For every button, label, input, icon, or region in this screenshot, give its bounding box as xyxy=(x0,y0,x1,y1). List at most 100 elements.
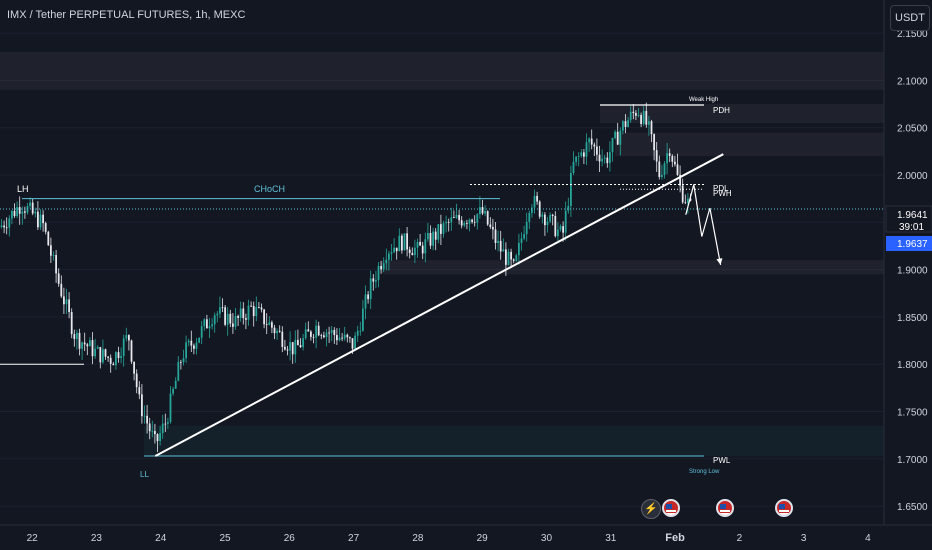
price-zone xyxy=(615,132,884,157)
candle-body xyxy=(330,329,333,333)
candle-body xyxy=(567,205,570,211)
price-axis-panel[interactable] xyxy=(884,0,932,525)
candle-body xyxy=(689,198,692,201)
candle-body xyxy=(356,330,359,336)
candle-body xyxy=(614,131,616,139)
candle-body xyxy=(551,214,554,216)
last-price-tag xyxy=(886,236,932,251)
projection-path[interactable] xyxy=(685,184,722,265)
price-zone xyxy=(144,425,884,456)
time-tick-label: 22 xyxy=(27,533,39,544)
label-choch: CHoCH xyxy=(254,184,285,194)
currency-button[interactable]: USDT xyxy=(890,5,930,31)
price-zone xyxy=(380,260,884,275)
time-tick-label: 30 xyxy=(541,533,553,544)
candle-body xyxy=(229,313,232,324)
candle-body xyxy=(668,153,671,156)
time-axis-panel[interactable] xyxy=(0,525,932,550)
candle-body xyxy=(117,352,120,359)
candle-body xyxy=(471,219,473,222)
candle-body xyxy=(109,357,112,364)
candle-body xyxy=(518,242,520,256)
candle-body xyxy=(629,111,632,121)
candle-body xyxy=(135,373,138,388)
candle-body xyxy=(91,340,94,357)
candle-body xyxy=(408,249,411,254)
candle-body xyxy=(632,111,635,113)
candle-body xyxy=(73,334,76,339)
candle-body xyxy=(624,121,627,127)
candle-body xyxy=(489,224,492,227)
candle-body xyxy=(463,222,466,226)
zones xyxy=(0,52,884,456)
label-pdh: PDH xyxy=(713,106,730,115)
candle-body xyxy=(616,131,619,145)
candle-body xyxy=(583,152,585,157)
candle-body xyxy=(440,224,442,234)
last-price: 1.9637 xyxy=(897,239,928,250)
us-flag-icon[interactable] xyxy=(716,499,734,517)
candle-body xyxy=(421,245,424,254)
candle-body xyxy=(89,340,91,347)
us-flag-icon[interactable] xyxy=(662,499,680,517)
candle-body xyxy=(492,226,494,230)
candle-body xyxy=(328,332,330,334)
candle-body xyxy=(676,164,679,175)
candle-body xyxy=(167,421,169,424)
candle-body xyxy=(115,352,117,366)
candle-body xyxy=(94,348,96,357)
lightning-icon[interactable]: ⚡ xyxy=(641,499,661,519)
candle-body xyxy=(8,218,11,228)
trendline[interactable] xyxy=(154,153,724,457)
candle-body xyxy=(320,335,323,337)
candle-body xyxy=(406,233,408,250)
time-tick-label: 3 xyxy=(801,533,807,544)
candle-body xyxy=(531,207,533,213)
candle-body xyxy=(351,338,354,349)
candle-body xyxy=(580,152,583,157)
candle-body xyxy=(473,221,476,223)
candle-body xyxy=(5,227,8,229)
candle-body xyxy=(219,307,221,314)
candle-body xyxy=(39,214,42,228)
candle-body xyxy=(172,388,174,394)
candle-body xyxy=(174,380,177,389)
candle-body xyxy=(414,247,416,256)
candle-body xyxy=(336,335,338,341)
candle-body xyxy=(528,212,531,222)
time-tick-label: Feb xyxy=(665,532,685,544)
candle-body xyxy=(486,211,489,225)
price-tick-label: 1.7500 xyxy=(897,407,928,418)
candle-body xyxy=(294,339,297,355)
candle-body xyxy=(640,115,642,125)
candle-body xyxy=(182,358,185,363)
candle-body xyxy=(661,174,663,177)
us-flag-icon[interactable] xyxy=(775,499,793,517)
candle-body xyxy=(237,316,239,318)
candle-body xyxy=(520,238,523,243)
candle-body xyxy=(364,294,367,309)
label-lh: LH xyxy=(17,184,29,194)
candle-body xyxy=(577,156,580,157)
label-pdl: PDL xyxy=(713,184,729,193)
candle-body xyxy=(559,226,562,230)
candle-body xyxy=(286,349,289,351)
candle-body xyxy=(297,339,299,346)
candle-body xyxy=(44,223,47,232)
candle-body xyxy=(367,294,369,300)
time-axis-ticks: 22 23 24 25 26 27 28 29 30 31 Feb 2 3 4 xyxy=(27,532,872,544)
candle-body xyxy=(213,315,216,325)
candle-body xyxy=(442,223,445,234)
candle-body xyxy=(31,202,34,214)
candle-body xyxy=(484,211,486,214)
candle-body xyxy=(512,259,515,261)
candle-body xyxy=(37,211,39,228)
candle-body xyxy=(346,334,349,338)
candle-body xyxy=(304,329,307,339)
candle-body xyxy=(146,415,148,424)
candle-body xyxy=(47,231,50,246)
candle-body xyxy=(315,325,317,338)
candle-body xyxy=(81,342,83,349)
candle-body xyxy=(60,283,63,297)
